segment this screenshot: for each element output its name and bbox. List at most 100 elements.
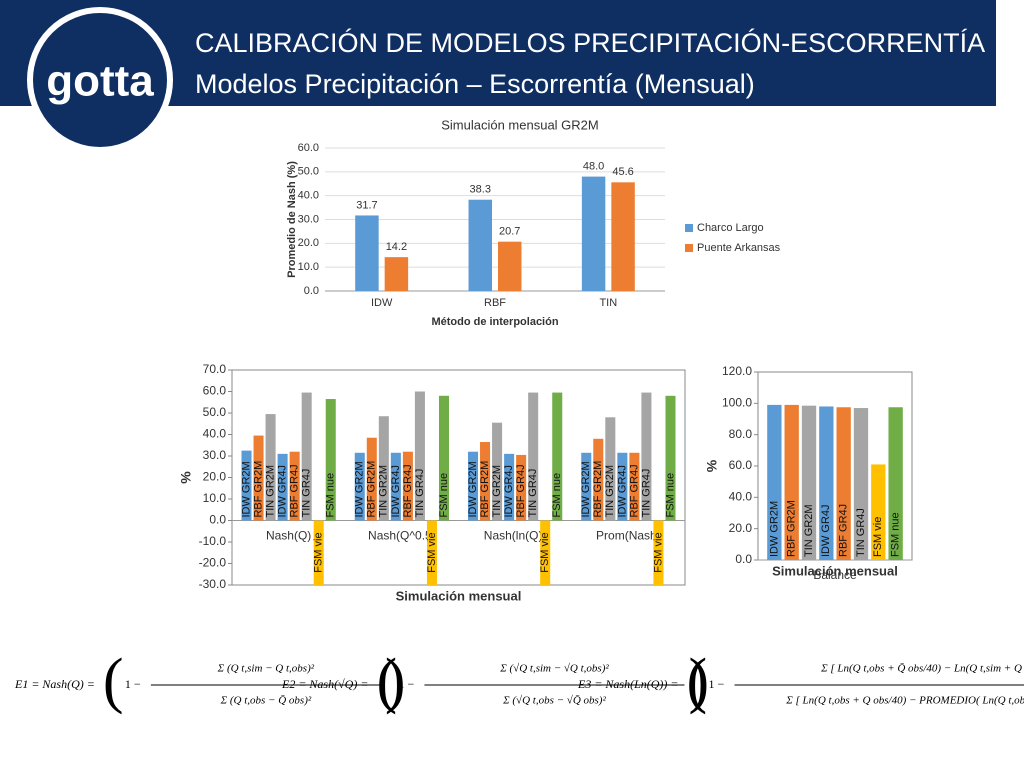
bar-name-label: FSM vie bbox=[313, 532, 325, 572]
y-tick-label: 50.0 bbox=[298, 166, 319, 178]
bar-name-label: IDW GR4J bbox=[390, 465, 402, 518]
bar bbox=[784, 404, 799, 560]
y-tick-label: 40.0 bbox=[203, 427, 227, 441]
bar-name-label: RBF GR2M bbox=[479, 461, 491, 518]
bar bbox=[516, 454, 527, 521]
bar bbox=[665, 395, 676, 521]
y-tick-label: -10.0 bbox=[199, 534, 227, 548]
bar bbox=[366, 437, 377, 521]
y-tick-label: 50.0 bbox=[203, 405, 227, 419]
bar bbox=[438, 395, 450, 521]
bar-name-label: IDW GR2M bbox=[768, 501, 780, 557]
value-label: 20.7 bbox=[499, 226, 520, 238]
bar-name-label: FSM nue bbox=[664, 473, 676, 518]
formula-paren: ( bbox=[103, 647, 124, 715]
bar bbox=[801, 405, 817, 560]
formula-paren: ) bbox=[688, 647, 709, 715]
x-axis-label: Método de interpolación bbox=[431, 316, 558, 328]
y-tick-label: 30.0 bbox=[298, 213, 319, 225]
y-tick-label: 20.0 bbox=[203, 470, 227, 484]
y-axis-label: Promedio de Nash (%) bbox=[286, 161, 298, 278]
value-label: 31.7 bbox=[356, 199, 377, 211]
bar bbox=[468, 199, 492, 291]
bar bbox=[617, 452, 628, 521]
logo-circle bbox=[27, 7, 173, 153]
y-tick-label: 0.0 bbox=[209, 513, 226, 527]
y-tick-label: 10.0 bbox=[203, 491, 227, 505]
x-tick-label: IDW bbox=[371, 297, 393, 309]
bar bbox=[467, 451, 479, 521]
bar-name-label: FSM nue bbox=[438, 473, 450, 518]
bar-name-label: IDW GR4J bbox=[616, 465, 628, 518]
y-axis-label: % bbox=[704, 459, 720, 472]
formula-denominator: Σ [ Ln(Q t,obs + Q obs/40) − PROMEDIO( L… bbox=[785, 695, 1024, 707]
formula-lead: 1 − bbox=[125, 677, 141, 691]
y-tick-label: 80.0 bbox=[729, 427, 753, 441]
value-label: 38.3 bbox=[470, 184, 491, 196]
y-tick-label: 20.0 bbox=[729, 521, 753, 535]
bar-name-label: IDW GR2M bbox=[580, 461, 592, 517]
y-tick-label: 60.0 bbox=[203, 384, 227, 398]
bar-name-label: IDW GR4J bbox=[820, 504, 832, 557]
formula-numerator: Σ [ Ln(Q t,obs + Q̄ obs/40) − Ln(Q t,sim… bbox=[820, 663, 1024, 675]
y-tick-label: 100.0 bbox=[722, 396, 752, 410]
y-tick-label: 120.0 bbox=[722, 364, 752, 378]
bar-name-label: RBF GR2M bbox=[366, 461, 378, 518]
bar bbox=[593, 438, 604, 521]
bar-name-label: TIN GR2M bbox=[378, 465, 390, 518]
bar-name-label: FSM vie bbox=[872, 517, 884, 557]
bar-name-label: RBF GR2M bbox=[252, 461, 264, 518]
bar-name-label: IDW GR2M bbox=[354, 461, 366, 517]
bar-name-label: FSM nue bbox=[551, 473, 563, 518]
bar bbox=[354, 452, 365, 521]
formula-paren: ( bbox=[687, 647, 708, 715]
legend-label: Charco Largo bbox=[697, 222, 764, 234]
x-tick-label: Prom(Nash) bbox=[596, 529, 661, 543]
y-tick-label: 60.0 bbox=[298, 142, 319, 154]
bar-name-label: RBF GR2M bbox=[786, 500, 798, 557]
bar-name-label: IDW GR4J bbox=[277, 465, 289, 518]
y-tick-label: -20.0 bbox=[199, 556, 227, 570]
title: CALIBRACIÓN DE MODELOS PRECIPITACIÓN-ESC… bbox=[195, 27, 985, 58]
bar bbox=[819, 406, 834, 560]
bar bbox=[871, 464, 886, 560]
formula-numerator: Σ (Q t,sim − Q t,obs)² bbox=[217, 663, 315, 675]
bar-name-label: TIN GR4J bbox=[301, 469, 313, 518]
bar bbox=[289, 451, 300, 521]
bar bbox=[629, 452, 640, 521]
formula-lead: 1 − bbox=[709, 677, 725, 691]
y-tick-label: 20.0 bbox=[298, 237, 319, 249]
formula-denominator: Σ (√Q t,obs − √Q̄ obs)² bbox=[502, 695, 606, 707]
bar-name-label: TIN GR2M bbox=[264, 465, 276, 518]
bar-name-label: TIN GR4J bbox=[640, 469, 652, 518]
y-tick-label: 30.0 bbox=[203, 448, 227, 462]
bar-name-label: FSM nue bbox=[325, 473, 337, 518]
y-tick-label: 40.0 bbox=[729, 490, 753, 504]
bar bbox=[641, 392, 652, 521]
legend-label: Puente Arkansas bbox=[697, 242, 781, 254]
bar-name-label: TIN GR4J bbox=[855, 508, 867, 557]
y-tick-label: 0.0 bbox=[735, 552, 752, 566]
bar bbox=[253, 435, 264, 521]
bar bbox=[540, 520, 551, 585]
y-tick-label: -30.0 bbox=[199, 577, 227, 591]
bar bbox=[528, 392, 539, 521]
bar bbox=[313, 520, 324, 585]
x-tick-label: RBF bbox=[484, 297, 506, 309]
bar-name-label: TIN GR2M bbox=[491, 465, 503, 518]
bar bbox=[414, 391, 425, 521]
bar-name-label: IDW GR4J bbox=[503, 465, 515, 518]
bar bbox=[853, 408, 869, 560]
bar-name-label: FSM vie bbox=[539, 532, 551, 572]
bar bbox=[552, 392, 563, 521]
chart-title: Simulación mensual GR2M bbox=[441, 117, 599, 132]
bar-name-label: RBF GR2M bbox=[592, 461, 604, 518]
bar-name-label: FSM vie bbox=[652, 532, 664, 572]
bar-name-label: TIN GR2M bbox=[803, 504, 815, 557]
formula-paren: ) bbox=[385, 647, 406, 715]
bar-name-label: TIN GR2M bbox=[604, 465, 616, 518]
bar bbox=[384, 257, 409, 291]
bar bbox=[605, 417, 616, 521]
bar-name-label: RBF GR4J bbox=[838, 504, 850, 557]
